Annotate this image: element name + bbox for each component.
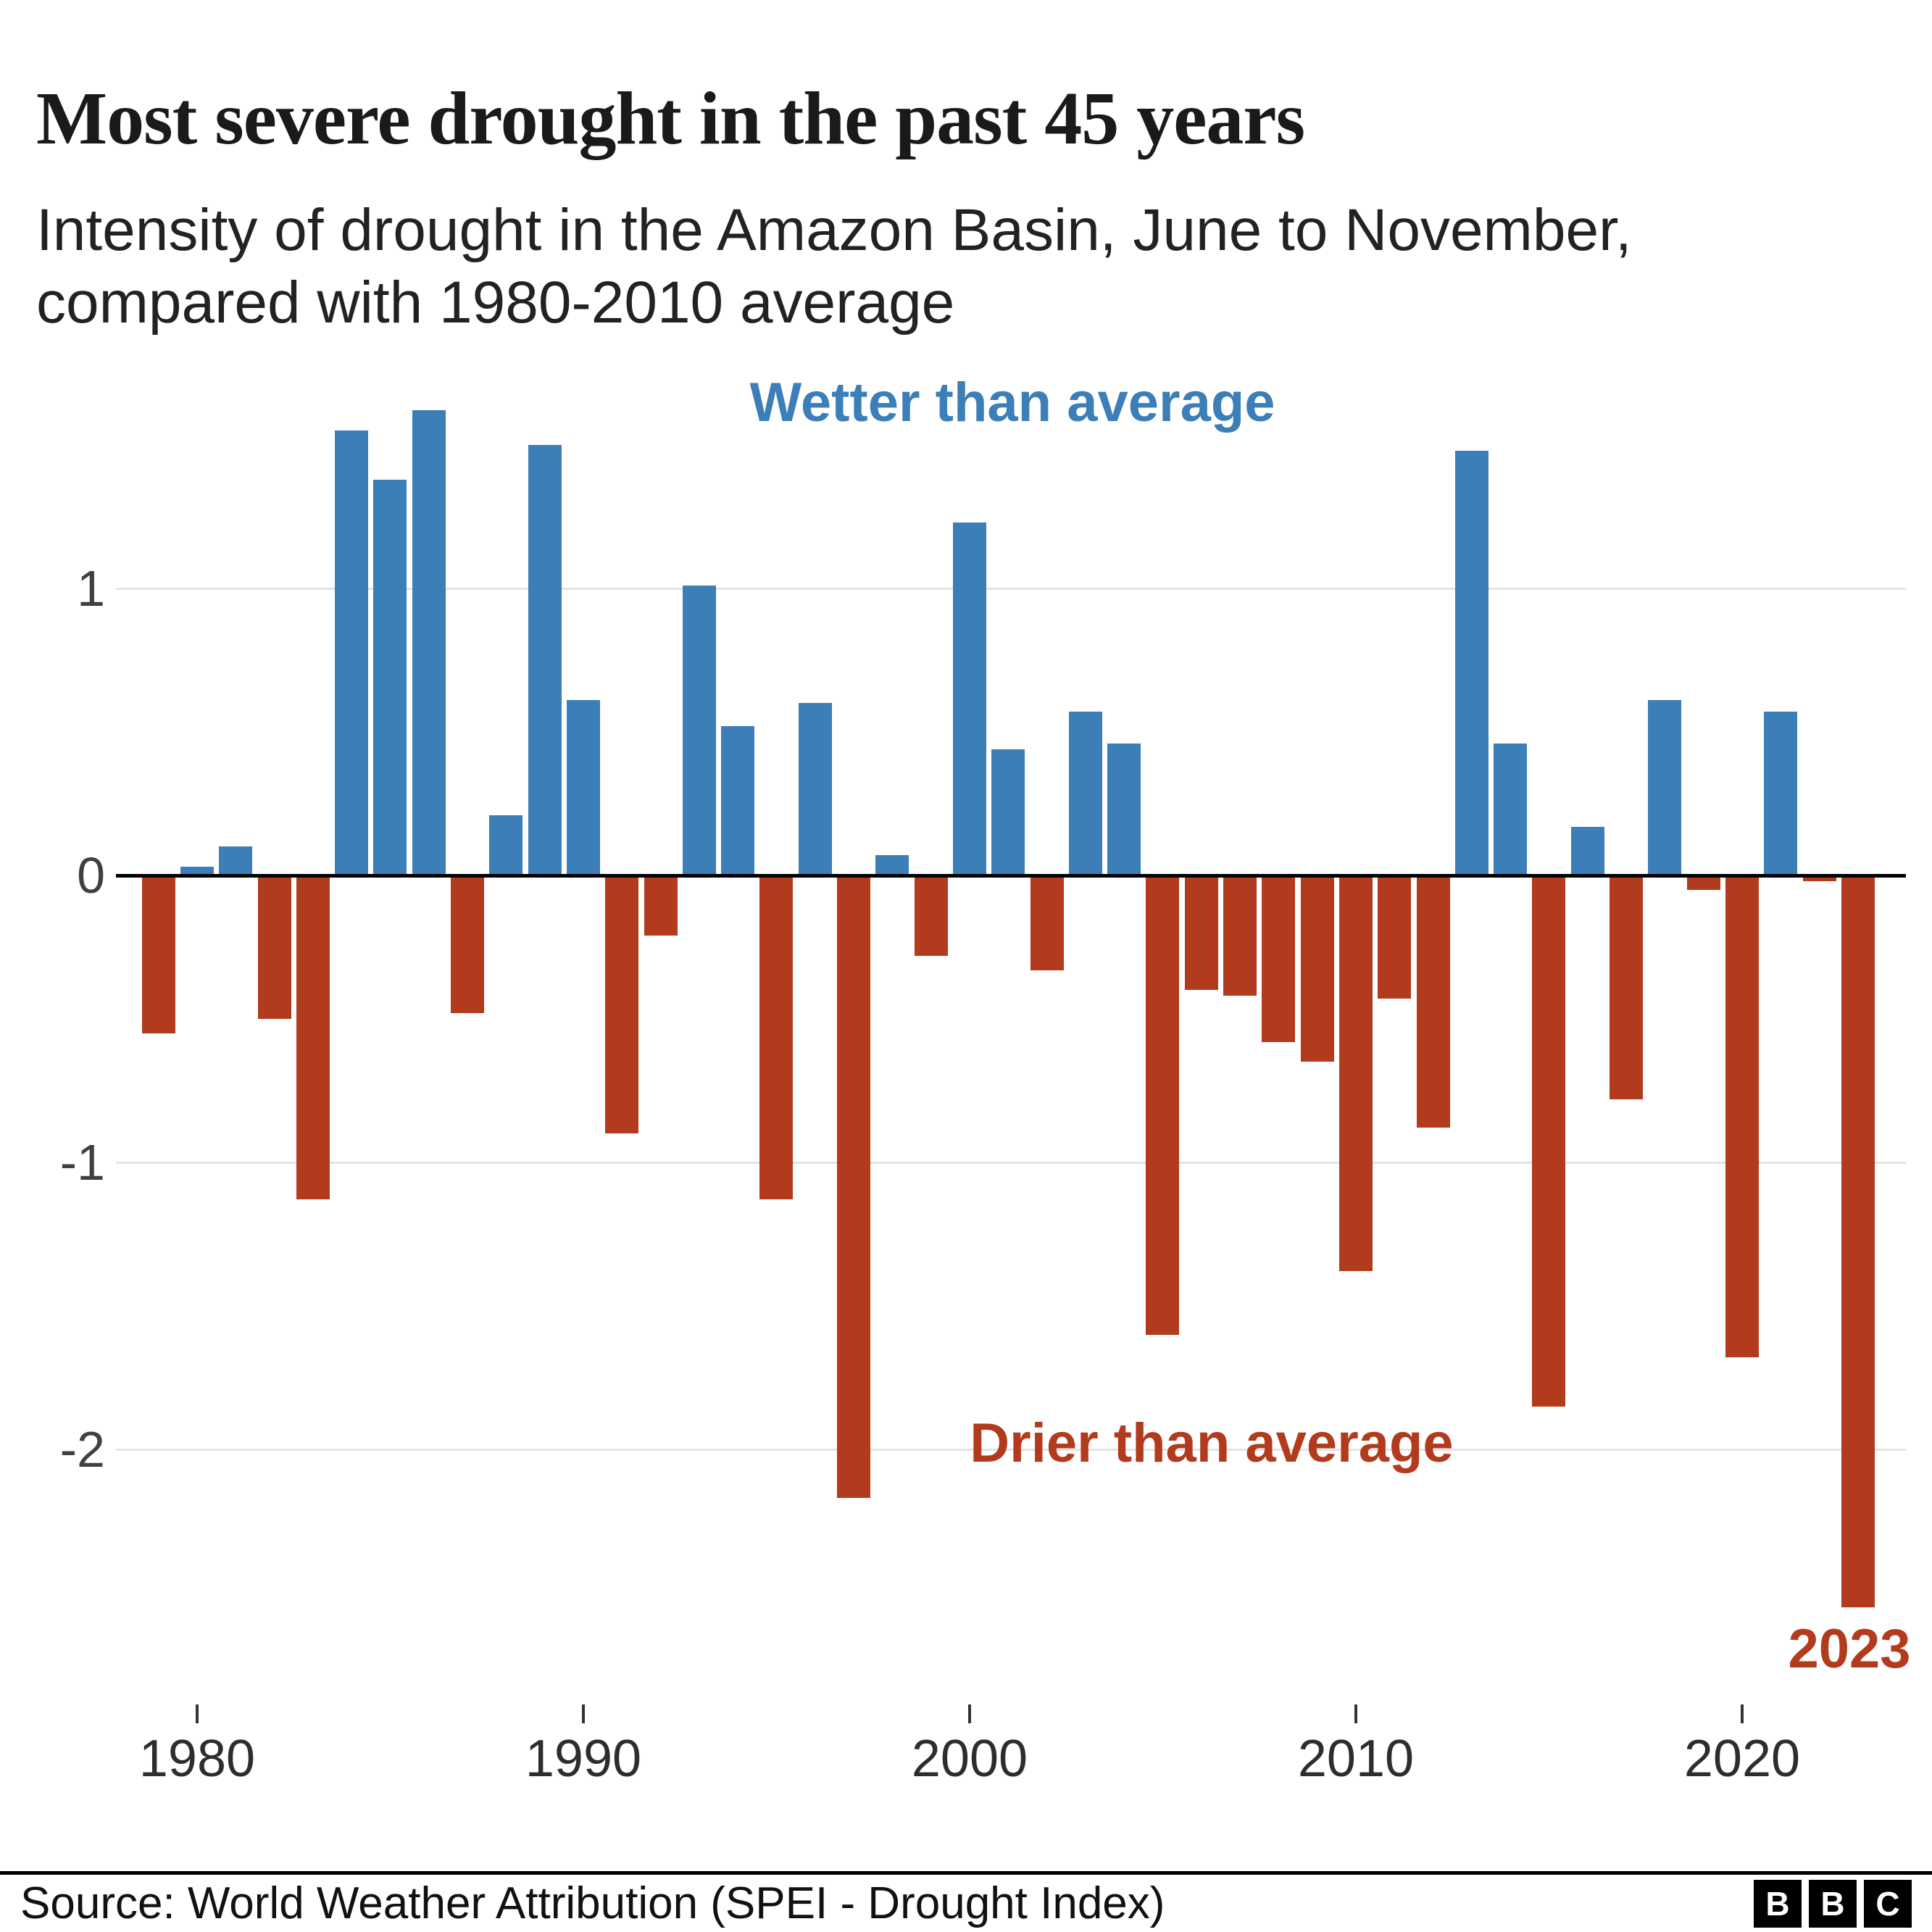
- y-axis-label: -2: [59, 1421, 105, 1478]
- bar-2008: [1262, 875, 1296, 1042]
- annotation-2023: 2023: [1788, 1618, 1911, 1680]
- bar-2007: [1223, 875, 1257, 996]
- bar-1990: [566, 700, 600, 875]
- bar-2006: [1184, 875, 1218, 991]
- bar-1999: [914, 875, 948, 956]
- bar-1987: [451, 875, 485, 1014]
- bar-2012: [1416, 875, 1450, 1128]
- annotation-drier: Drier than average: [970, 1412, 1454, 1474]
- bar-1996: [798, 703, 832, 875]
- x-tick: [1740, 1704, 1744, 1723]
- x-axis-label: 2010: [1297, 1730, 1415, 1788]
- bar-2023: [1841, 875, 1875, 1607]
- bar-2011: [1378, 875, 1412, 999]
- bar-2019: [1686, 875, 1720, 890]
- x-axis-label: 1990: [525, 1730, 642, 1788]
- bar-2003: [1068, 712, 1102, 875]
- y-axis-label: -1: [59, 1134, 105, 1191]
- bar-1983: [296, 875, 330, 1200]
- bbc-logo-block: B: [1754, 1879, 1802, 1928]
- bar-1980: [180, 867, 214, 875]
- bar-2014: [1494, 743, 1528, 875]
- bar-1994: [721, 726, 755, 875]
- x-tick: [967, 1704, 971, 1723]
- bar-1995: [759, 875, 794, 1200]
- x-axis-label: 2000: [911, 1730, 1028, 1788]
- x-tick: [1354, 1704, 1357, 1723]
- bar-1993: [682, 586, 716, 875]
- page-title: Most severe drought in the past 45 years: [36, 76, 1305, 160]
- gridline: [116, 1449, 1906, 1451]
- bbc-logo: B B C: [1754, 1879, 1912, 1928]
- bar-2021: [1764, 712, 1798, 875]
- y-axis-label: 0: [77, 847, 105, 904]
- bar-2018: [1648, 700, 1682, 875]
- y-axis-label: 1: [77, 560, 105, 617]
- gridline: [116, 588, 1906, 590]
- bar-1988: [489, 815, 523, 875]
- page-subtitle: Intensity of drought in the Amazon Basin…: [36, 197, 1632, 336]
- zero-line: [116, 874, 1906, 878]
- x-axis-label: 1980: [138, 1730, 256, 1788]
- bar-1984: [335, 430, 369, 875]
- bar-2001: [991, 749, 1025, 875]
- bar-1992: [644, 875, 678, 936]
- bar-1989: [528, 445, 562, 875]
- x-tick: [195, 1704, 199, 1723]
- bar-2009: [1300, 875, 1334, 1062]
- gridline: [116, 1162, 1906, 1164]
- bar-1986: [412, 410, 446, 875]
- footer: Source: World Weather Attribution (SPEI …: [0, 1871, 1932, 1932]
- bar-1985: [373, 479, 407, 875]
- bar-2016: [1570, 826, 1604, 875]
- bar-2000: [952, 522, 986, 875]
- annotation-wetter: Wetter than average: [749, 372, 1275, 433]
- bar-2005: [1146, 875, 1180, 1335]
- bar-2017: [1610, 875, 1644, 1099]
- bbc-logo-block: C: [1864, 1879, 1912, 1928]
- bar-1998: [875, 855, 909, 875]
- bar-2010: [1338, 875, 1373, 1272]
- bar-2013: [1454, 450, 1488, 875]
- x-axis-label: 2020: [1683, 1730, 1801, 1788]
- bar-1997: [837, 875, 871, 1499]
- bar-2022: [1802, 875, 1836, 881]
- bar-2004: [1107, 743, 1141, 875]
- bbc-logo-block: B: [1809, 1879, 1857, 1928]
- bar-2015: [1532, 875, 1566, 1407]
- bar-1979: [141, 875, 175, 1033]
- bar-1982: [257, 875, 291, 1019]
- source-text: Source: World Weather Attribution (SPEI …: [20, 1878, 1165, 1928]
- bar-1991: [605, 875, 639, 1134]
- bar-1981: [219, 846, 253, 875]
- x-tick: [581, 1704, 585, 1723]
- bar-2002: [1030, 875, 1064, 970]
- bar-2020: [1725, 875, 1759, 1358]
